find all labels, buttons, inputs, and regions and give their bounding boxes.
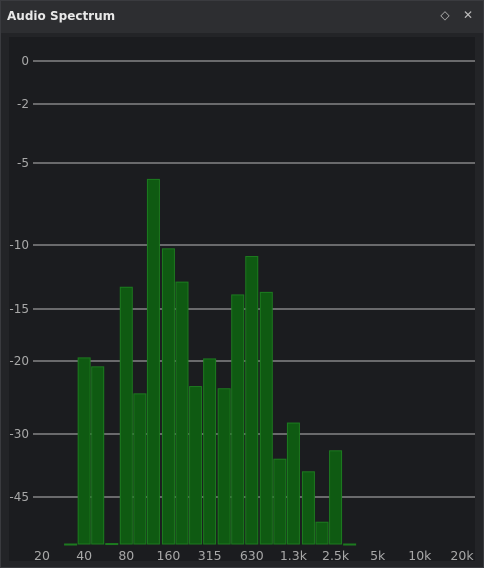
titlebar[interactable]: Audio Spectrum ◇ ✕ xyxy=(1,1,483,33)
spectrum-bar xyxy=(301,471,315,545)
x-tick-label: 20 xyxy=(34,548,50,561)
spectrum-bar xyxy=(203,358,217,545)
x-tick-label: 315 xyxy=(198,548,222,561)
spectrum-bar xyxy=(231,294,245,545)
spectrum-plot: 0 -2 -5 -10 -15 -20 -30 -45 20 40 80 160 315 630 1.3k 2… xyxy=(9,37,475,561)
spectrum-bar xyxy=(217,388,231,545)
y-tick-label: -2 xyxy=(17,97,29,111)
y-tick-label: -5 xyxy=(17,156,29,170)
window-title: Audio Spectrum xyxy=(7,9,116,23)
spectrum-bar xyxy=(273,458,287,545)
spectrum-bar xyxy=(77,357,91,545)
spectrum-bar xyxy=(343,543,357,546)
y-tick-label: -30 xyxy=(9,427,29,441)
y-tick-label: -10 xyxy=(9,238,29,252)
spectrum-bar xyxy=(161,248,175,545)
y-tick-label: -45 xyxy=(9,490,29,504)
x-tick-label: 40 xyxy=(76,548,92,561)
x-tick-label: 5k xyxy=(370,548,386,561)
close-icon[interactable]: ✕ xyxy=(462,8,474,22)
y-tick-label: -15 xyxy=(9,302,29,316)
spectrum-bar xyxy=(91,366,105,545)
spectrum-bar xyxy=(245,256,259,545)
x-tick-label: 10k xyxy=(408,548,432,561)
x-tick-label: 80 xyxy=(118,548,134,561)
spectrum-bar xyxy=(133,393,147,545)
x-tick-label: 20k xyxy=(450,548,474,561)
spectrum-bar xyxy=(146,178,160,545)
spectrum-chart: 0 -2 -5 -10 -15 -20 -30 -45 20 40 80 160 315 630 1.3k 2… xyxy=(9,54,475,561)
x-tick-label: 2.5k xyxy=(322,548,350,561)
x-tick-label: 1.3k xyxy=(280,548,308,561)
spectrum-bar xyxy=(329,450,343,545)
spectrum-bar xyxy=(175,281,189,545)
spectrum-bar xyxy=(105,543,119,546)
x-tick-label: 630 xyxy=(240,548,264,561)
spectrum-bar xyxy=(286,422,300,545)
spectrum-bar xyxy=(189,386,203,545)
x-tick-label: 160 xyxy=(157,548,181,561)
y-tick-label: -20 xyxy=(9,354,29,368)
spectrum-bar xyxy=(119,286,133,545)
spectrum-bar xyxy=(64,543,78,546)
diamond-pin-icon[interactable]: ◇ xyxy=(440,8,450,22)
spectrum-bar xyxy=(259,291,273,545)
spectrum-bar xyxy=(315,521,329,545)
y-tick-label: 0 xyxy=(21,54,29,68)
